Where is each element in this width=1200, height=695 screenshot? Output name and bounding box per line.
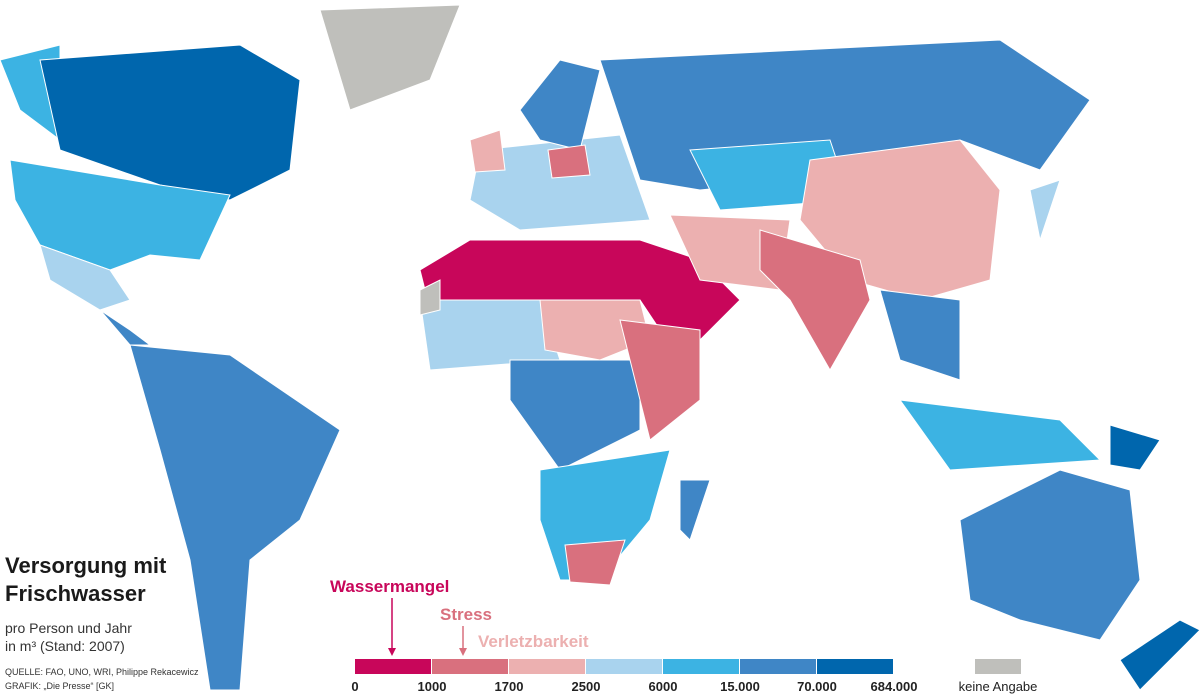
legend-swatch — [586, 659, 662, 674]
source: QUELLE: FAO, UNO, WRI, Philippe Rekacewi… — [5, 667, 199, 677]
region — [9, 159, 231, 271]
legend-tick-label: 684.000 — [871, 679, 918, 694]
annotation: Stress — [440, 605, 492, 624]
region — [959, 469, 1141, 641]
world-map — [0, 4, 1200, 691]
legend-no-data-label: keine Angabe — [959, 679, 1038, 694]
legend-tick-label: 70.000 — [797, 679, 837, 694]
region — [319, 4, 461, 111]
legend-swatch — [432, 659, 508, 674]
title: Frischwasser — [5, 581, 146, 606]
subtitle: in m³ (Stand: 2007) — [5, 638, 125, 654]
region — [1109, 424, 1161, 471]
legend-swatch — [355, 659, 431, 674]
legend-swatch — [509, 659, 585, 674]
region — [879, 289, 961, 381]
legend-swatch — [740, 659, 816, 674]
region — [539, 299, 651, 361]
annotation: Verletzbarkeit — [478, 632, 589, 651]
arrow-head — [459, 648, 467, 656]
region — [129, 344, 341, 691]
region — [509, 359, 641, 471]
region — [39, 244, 131, 311]
subtitle: pro Person und Jahr — [5, 620, 132, 636]
region — [759, 229, 871, 372]
legend-tick-label: 1000 — [418, 679, 447, 694]
title: Versorgung mit — [5, 553, 167, 578]
region — [1119, 619, 1200, 691]
legend-tick-label: 15.000 — [720, 679, 760, 694]
region — [619, 319, 701, 441]
legend-tick-label: 2500 — [572, 679, 601, 694]
region — [1029, 179, 1061, 242]
region — [898, 399, 1102, 471]
region — [679, 479, 711, 541]
region — [547, 144, 591, 179]
source: GRAFIK: „Die Presse“ [GK] — [5, 681, 114, 691]
region — [99, 309, 152, 346]
region — [469, 134, 651, 231]
region — [564, 539, 626, 586]
region — [419, 279, 441, 316]
legend-tick-label: 1700 — [495, 679, 524, 694]
legend-tick-label: 0 — [351, 679, 358, 694]
region — [469, 129, 506, 173]
legend-swatch — [663, 659, 739, 674]
annotation: Wassermangel — [330, 577, 449, 596]
region — [519, 59, 601, 151]
legend: 0 1000 1700 2500 6000 15.000 70.000 684.000 kein… — [351, 659, 1037, 694]
legend-swatch — [975, 659, 1021, 674]
region — [39, 44, 301, 201]
arrow-head — [388, 648, 396, 656]
legend-swatch — [817, 659, 893, 674]
legend-tick-label: 6000 — [649, 679, 678, 694]
